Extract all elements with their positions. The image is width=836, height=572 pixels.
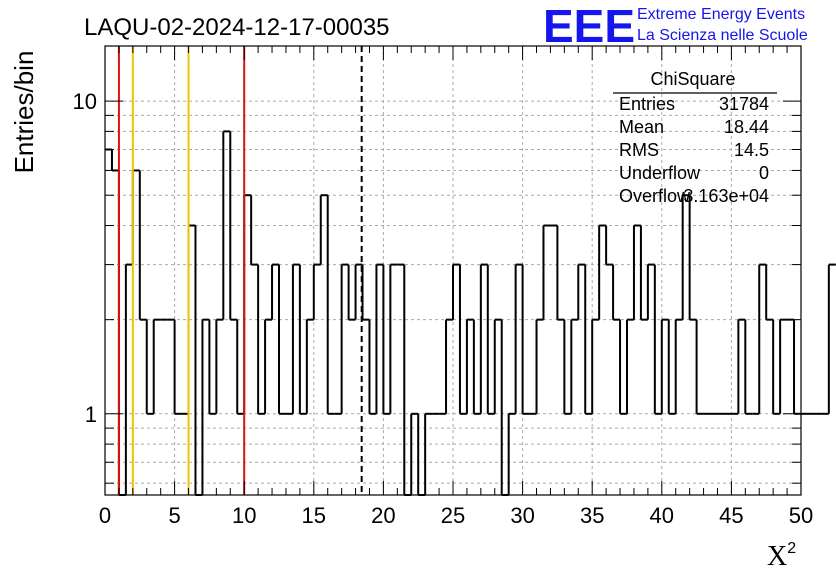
stats-label: Overflow — [619, 186, 691, 206]
chart-title: LAQU-02-2024-12-17-00035 — [84, 14, 390, 41]
stats-row: Overflow 3.163e+04 — [619, 186, 769, 206]
stats-label: RMS — [619, 140, 659, 160]
x-tick-label: 25 — [441, 503, 465, 528]
x-tick-label: 0 — [99, 503, 111, 528]
stats-value: 18.44 — [724, 117, 769, 137]
x-tick-label: 40 — [650, 503, 674, 528]
y-tick-label: 10 — [73, 89, 97, 114]
stats-box: ChiSquare Entries 31784 Mean 18.44 RMS 1… — [613, 69, 777, 206]
y-axis-ticks: 1 10 — [73, 89, 801, 484]
stats-row: Entries 31784 — [619, 94, 769, 114]
stats-row: Underflow 0 — [619, 163, 769, 183]
x-tick-label: 20 — [371, 503, 395, 528]
eee-logo: EEE Extreme Energy Events La Scienza nel… — [543, 0, 808, 52]
x-axis-label: X2 — [767, 540, 796, 572]
logo-text: EEE — [543, 0, 635, 52]
x-tick-label: 10 — [232, 503, 256, 528]
x-tick-label: 15 — [302, 503, 326, 528]
stats-label: Underflow — [619, 163, 701, 183]
stats-title: ChiSquare — [650, 69, 735, 89]
x-tick-label: 45 — [719, 503, 743, 528]
logo-line2: La Scienza nelle Scuole — [637, 27, 808, 44]
stats-row: Mean 18.44 — [619, 117, 769, 137]
stats-value: 31784 — [719, 94, 769, 114]
stats-label: Entries — [619, 94, 675, 114]
x-tick-label: 35 — [580, 503, 604, 528]
y-tick-label: 1 — [85, 402, 97, 427]
stats-row: RMS 14.5 — [619, 140, 769, 160]
reference-lines — [117, 46, 363, 495]
x-axis-ticks: 0 5 10 15 20 25 30 35 40 45 50 — [99, 46, 813, 528]
x-tick-label: 50 — [789, 503, 813, 528]
stats-value: 0 — [759, 163, 769, 183]
stats-value: 14.5 — [734, 140, 769, 160]
logo-line1: Extreme Energy Events — [637, 6, 805, 23]
stats-value: 3.163e+04 — [683, 186, 769, 206]
stats-label: Mean — [619, 117, 664, 137]
plot-frame — [104, 45, 802, 496]
x-tick-label: 30 — [510, 503, 534, 528]
x-tick-label: 5 — [168, 503, 180, 528]
y-axis-label: Entries/bin — [9, 51, 39, 174]
